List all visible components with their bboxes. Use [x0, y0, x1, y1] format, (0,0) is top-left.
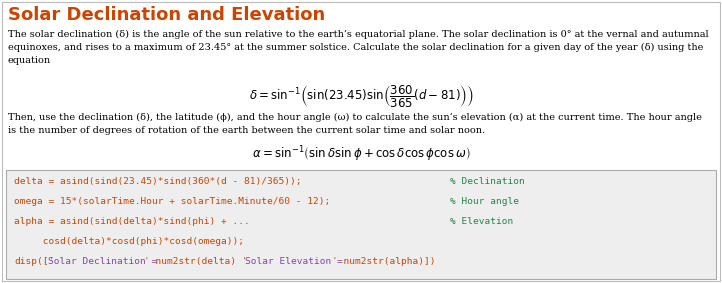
Text: Solar Declination and Elevation: Solar Declination and Elevation: [8, 6, 325, 24]
Text: The solar declination (δ) is the angle of the sun relative to the earth’s equato: The solar declination (δ) is the angle o…: [8, 30, 708, 39]
Text: alpha = asind(sind(delta)*sind(phi) + ...: alpha = asind(sind(delta)*sind(phi) + ..…: [14, 217, 250, 226]
Text: disp([': disp([': [14, 257, 54, 266]
Text: $\alpha = \sin^{-1}\!\left(\sin\delta\sin\phi + \cos\delta\cos\phi\cos\omega\rig: $\alpha = \sin^{-1}\!\left(\sin\delta\si…: [252, 144, 470, 164]
Text: % Elevation: % Elevation: [450, 217, 513, 226]
Text: delta = asind(sind(23.45)*sind(360*(d - 81)/365));: delta = asind(sind(23.45)*sind(360*(d - …: [14, 177, 302, 186]
Text: % Declination: % Declination: [450, 177, 525, 186]
Text: Solar Declination =: Solar Declination =: [48, 257, 162, 266]
Text: is the number of degrees of rotation of the earth between the current solar time: is the number of degrees of rotation of …: [8, 126, 485, 135]
Text: equation: equation: [8, 56, 51, 65]
Text: ' num2str(alpha)]): ' num2str(alpha)]): [332, 257, 435, 266]
Text: Solar Elevation =: Solar Elevation =: [245, 257, 349, 266]
Text: ' num2str(delta) ': ' num2str(delta) ': [144, 257, 265, 266]
FancyBboxPatch shape: [6, 170, 716, 279]
Text: equinoxes, and rises to a maximum of 23.45° at the summer solstice. Calculate th: equinoxes, and rises to a maximum of 23.…: [8, 43, 703, 52]
Text: cosd(delta)*cosd(phi)*cosd(omega));: cosd(delta)*cosd(phi)*cosd(omega));: [14, 237, 244, 246]
Text: % Hour angle: % Hour angle: [450, 197, 519, 206]
Text: $\delta = \sin^{-1}\!\left(\sin(23.45)\sin\!\left(\dfrac{360}{365}(d-81)\right)\: $\delta = \sin^{-1}\!\left(\sin(23.45)\s…: [248, 83, 474, 109]
Text: omega = 15*(solarTime.Hour + solarTime.Minute/60 - 12);: omega = 15*(solarTime.Hour + solarTime.M…: [14, 197, 330, 206]
Text: Then, use the declination (δ), the latitude (ϕ), and the hour angle (ω) to calcu: Then, use the declination (δ), the latit…: [8, 113, 702, 122]
